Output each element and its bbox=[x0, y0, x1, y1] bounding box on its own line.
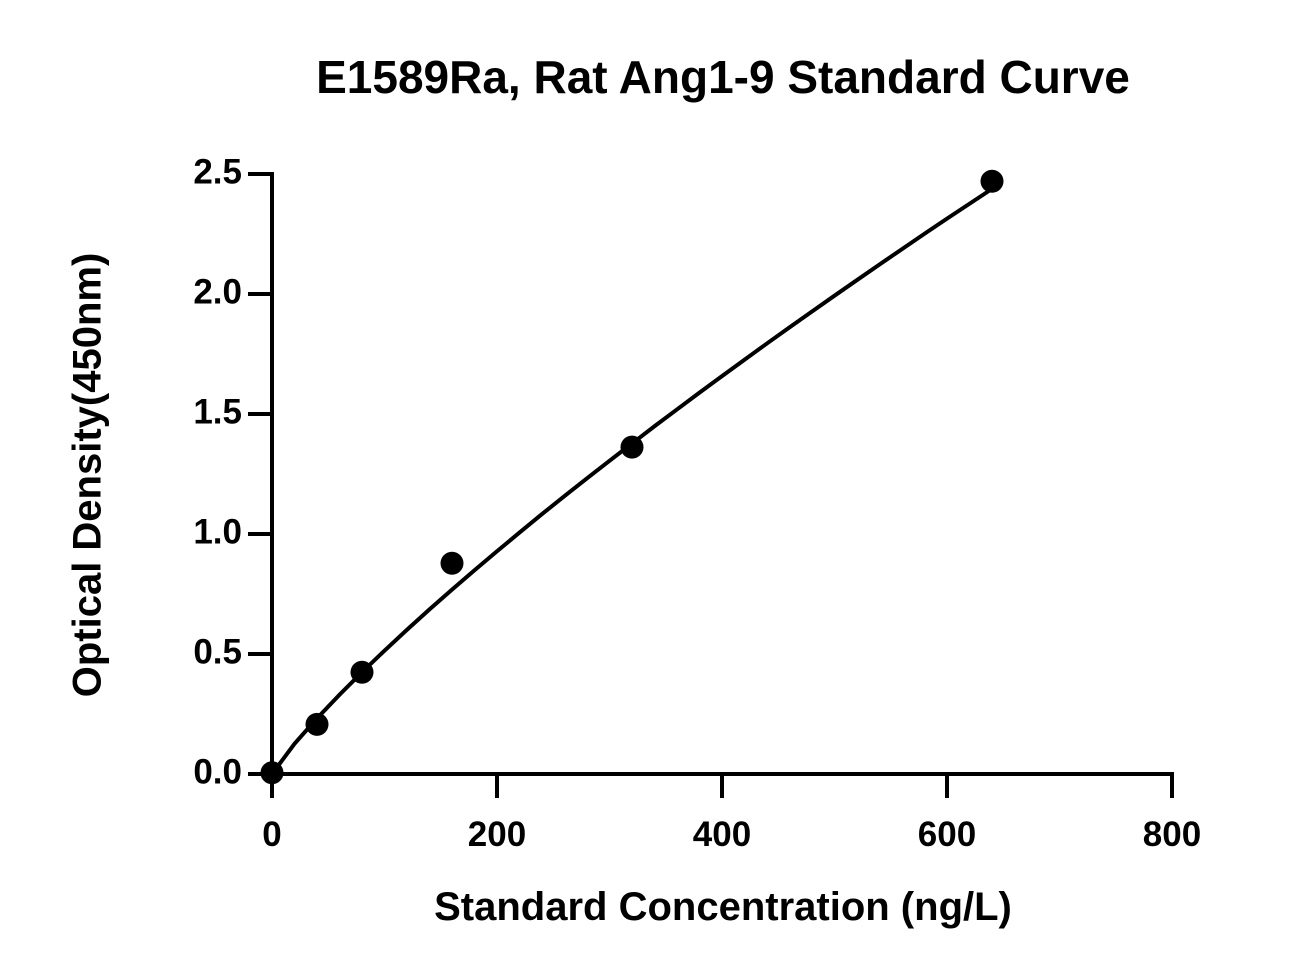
x-tick-label: 200 bbox=[468, 815, 526, 854]
data-point bbox=[980, 169, 1004, 193]
fit-curve bbox=[270, 187, 994, 776]
x-axis-label: Standard Concentration (ng/L) bbox=[434, 885, 1012, 929]
y-tick-label: 2.5 bbox=[193, 152, 242, 191]
y-tick-label: 2.0 bbox=[193, 272, 242, 311]
data-point bbox=[440, 551, 464, 575]
y-axis-label: Optical Density(450nm) bbox=[66, 253, 110, 698]
x-tick-label: 0 bbox=[262, 815, 281, 854]
y-tick-label: 0.0 bbox=[193, 752, 242, 791]
data-point bbox=[620, 435, 644, 459]
y-tick-label: 1.5 bbox=[193, 392, 242, 431]
y-tick-label: 0.5 bbox=[193, 632, 242, 671]
y-ticks: 0.0 0.5 1.0 1.5 2.0 2.5 bbox=[193, 152, 272, 791]
x-tick-label: 600 bbox=[918, 815, 976, 854]
x-ticks: 0 200 400 600 800 bbox=[262, 774, 1201, 854]
data-point bbox=[350, 660, 374, 684]
x-tick-label: 800 bbox=[1143, 815, 1201, 854]
data-point bbox=[260, 761, 284, 785]
data-point bbox=[305, 712, 329, 736]
y-tick-label: 1.0 bbox=[193, 512, 242, 551]
x-tick-label: 400 bbox=[693, 815, 751, 854]
data-points bbox=[260, 169, 1004, 785]
chart-title: E1589Ra, Rat Ang1-9 Standard Curve bbox=[316, 51, 1130, 103]
